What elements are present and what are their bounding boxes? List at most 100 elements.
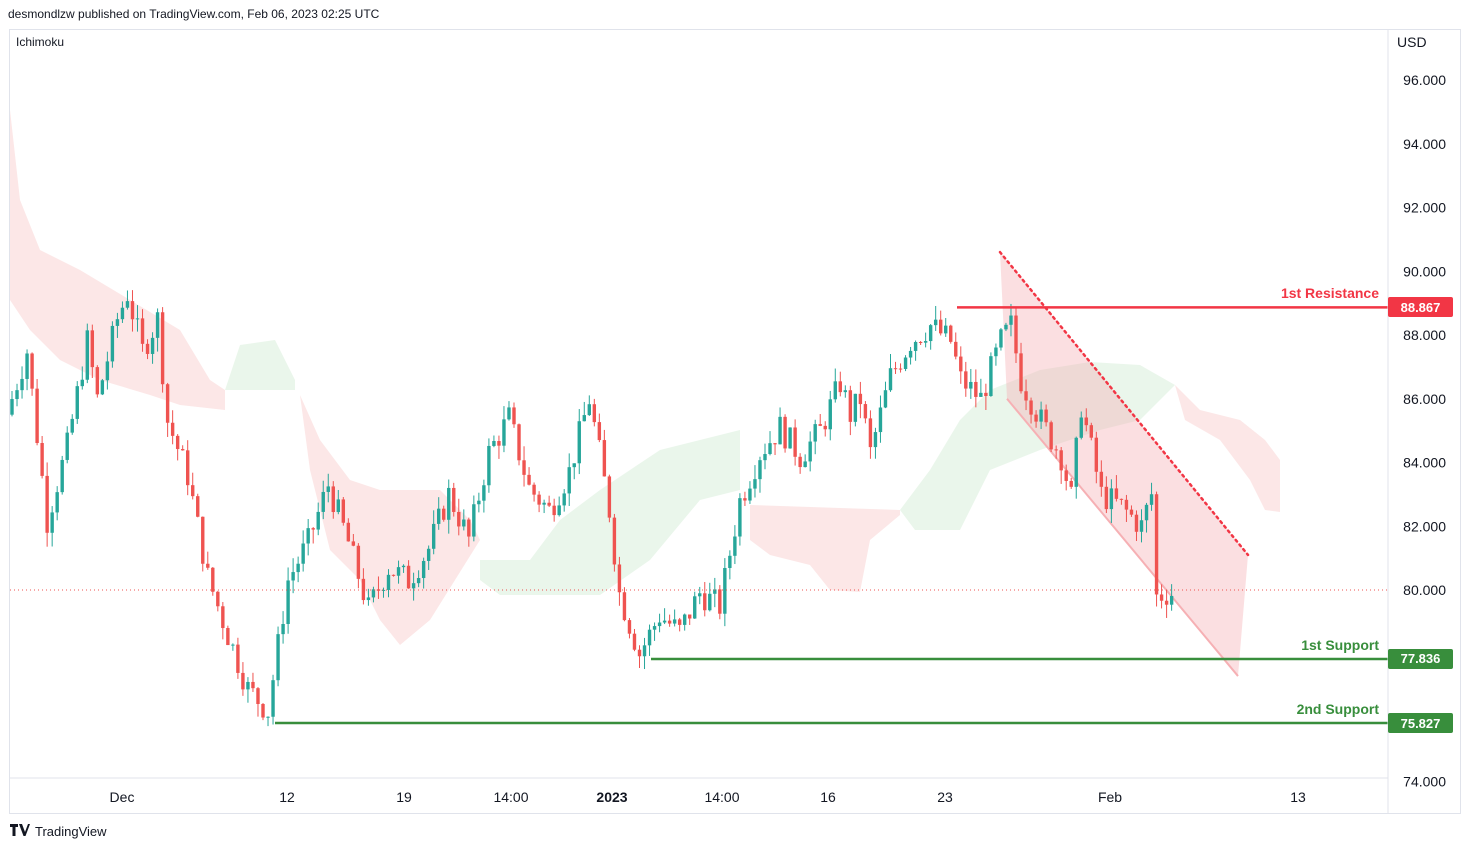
candle-body [130,301,135,320]
candle-body [15,390,19,400]
candle [833,368,837,403]
candle-body [477,500,481,505]
candle-body [622,592,627,621]
cloud-bear-segment [1175,385,1280,512]
candle [949,324,953,344]
candle [95,365,100,398]
candle [125,290,130,310]
candle [1054,445,1058,459]
candle-body [457,511,461,527]
candle [989,352,993,397]
candle-body [196,496,200,517]
indicator-name[interactable]: Ichimoku [16,35,64,49]
candle [979,378,983,398]
candle-body [266,716,270,718]
price-axis[interactable]: 96.000 94.000 92.000 90.000 88.000 86.000 84.0… [1403,72,1446,789]
candle [105,351,110,390]
candle [798,453,802,474]
candle [20,366,24,399]
candle-body [442,508,446,520]
candle [326,473,330,503]
currency-label: USD [1397,34,1427,50]
cloud-bear-segment [750,505,900,592]
candle [1104,476,1109,514]
channel-lower-line [1006,398,1239,677]
candle [236,637,240,679]
candle [913,340,918,361]
candle-body [211,567,215,592]
channel-upper-line [998,250,1250,557]
candle [226,625,230,646]
candle [1059,447,1063,484]
candle-body [472,504,476,537]
candle [923,332,928,348]
candle-body [939,319,943,334]
candle [437,497,441,530]
candle [186,440,190,496]
candle [813,419,817,455]
candle [1159,584,1164,609]
candle [50,506,54,547]
candle-body [803,461,807,468]
candle [597,413,602,443]
candle-body [191,485,195,497]
candle-body [170,422,175,436]
candle-body [853,393,858,422]
candle [120,301,125,323]
candle [537,491,541,513]
candle-body [336,499,340,513]
candle [165,382,170,437]
candle [261,703,265,721]
candle-body [873,432,878,448]
candle-body [165,384,170,423]
candle-body [366,597,371,601]
candle [642,637,647,670]
candle-body [698,593,702,597]
candle [677,617,682,632]
candle-body [1069,480,1073,487]
candle [452,482,456,517]
candle-body [913,341,918,351]
time-axis[interactable]: Dec 12 19 14:00 2023 14:00 16 23 Feb 13 [110,789,1306,805]
candle-body [652,626,657,630]
candle-body [201,516,205,564]
candle [241,662,245,696]
candle-body [396,567,401,576]
level-price-tag: 75.827 [1388,713,1453,733]
candle [442,505,446,522]
x-tick-label: 14:00 [704,789,739,805]
candle [1024,379,1028,411]
candle-body [723,567,727,614]
y-tick-label: 84.000 [1403,455,1446,471]
candle [768,431,772,456]
candle [421,557,426,589]
candle-body [637,649,642,657]
candle [351,534,356,547]
candle-body [50,512,54,533]
candle-body [743,498,747,501]
candle [567,453,571,506]
candle-body [868,418,873,448]
candle [933,305,938,331]
candle-body [657,622,662,627]
candle-body [1164,600,1169,605]
candle [276,626,280,687]
brand-name: TradingView [35,824,107,839]
candle-body [798,456,802,468]
candle [1144,502,1149,533]
candle [10,390,14,417]
candle-body [507,407,511,420]
candle [246,677,250,703]
candle [682,613,687,631]
candle [823,421,827,437]
candle-body [708,593,712,611]
candle-body [421,560,426,579]
candle [316,502,320,536]
candle-body [251,681,255,689]
chart-frame[interactable] [9,29,1461,814]
candle [100,378,105,396]
footer[interactable]: TradingView [10,824,107,839]
candle [778,407,782,445]
candle [667,614,672,627]
